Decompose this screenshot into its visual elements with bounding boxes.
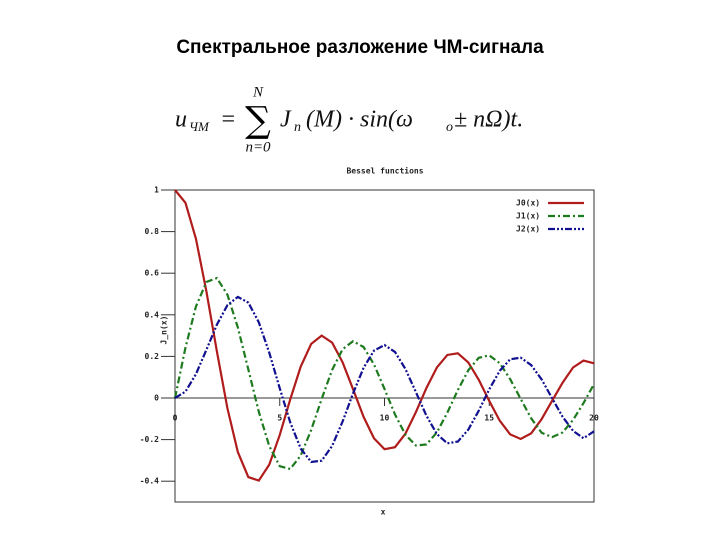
formula-sum-bottom: n=0 — [245, 139, 271, 155]
slide-title: Спектральное разложение ЧМ-сигнала — [176, 37, 544, 58]
data-line — [174, 295, 595, 464]
formula-tail: ± nΩ)t. — [454, 107, 523, 133]
plot-frame — [174, 189, 595, 503]
y-tick-label: 0.8 — [145, 227, 160, 236]
formula-lhs: u — [175, 107, 187, 133]
y-tick-label: 0.6 — [145, 269, 160, 278]
legend-label: J1(x) — [516, 212, 540, 221]
x-tick-label: 20 — [589, 414, 599, 423]
legend-label: J2(x) — [516, 225, 540, 234]
formula-omega-sub: o — [446, 120, 453, 135]
formula-term-sub: n — [294, 120, 301, 135]
formula-eq: = — [220, 107, 236, 133]
formula-sum: ∑ — [245, 100, 271, 141]
y-tick-label: -0.4 — [140, 477, 159, 486]
x-tick-label: 15 — [484, 414, 494, 423]
x-tick-label: 10 — [380, 414, 390, 423]
formula-term: J — [280, 107, 292, 133]
x-tick-label: 5 — [277, 414, 282, 423]
y-tick-label: 0.4 — [145, 310, 160, 319]
formula-lhs-sub: ЧМ — [189, 119, 210, 134]
formula-rest: (M) · sin(ω — [306, 107, 413, 133]
x-axis-label: x — [381, 508, 386, 517]
chart-title: Bessel functions — [346, 166, 423, 176]
y-tick-label: 0 — [154, 394, 159, 403]
x-tick-label: 0 — [173, 414, 178, 423]
formula-sum-top: N — [252, 84, 264, 100]
legend-label: J0(x) — [516, 199, 540, 208]
y-tick-label: 0.2 — [145, 352, 160, 361]
data-line — [173, 276, 595, 471]
y-axis-label: J_n(x) — [160, 316, 169, 345]
y-tick-label: 1 — [154, 186, 159, 195]
y-tick-label: -0.2 — [140, 435, 159, 444]
data-line — [174, 189, 595, 482]
formula: u ЧМ = ∑ N n=0 J n (M) · sin(ω o ± nΩ)t. — [175, 84, 523, 155]
